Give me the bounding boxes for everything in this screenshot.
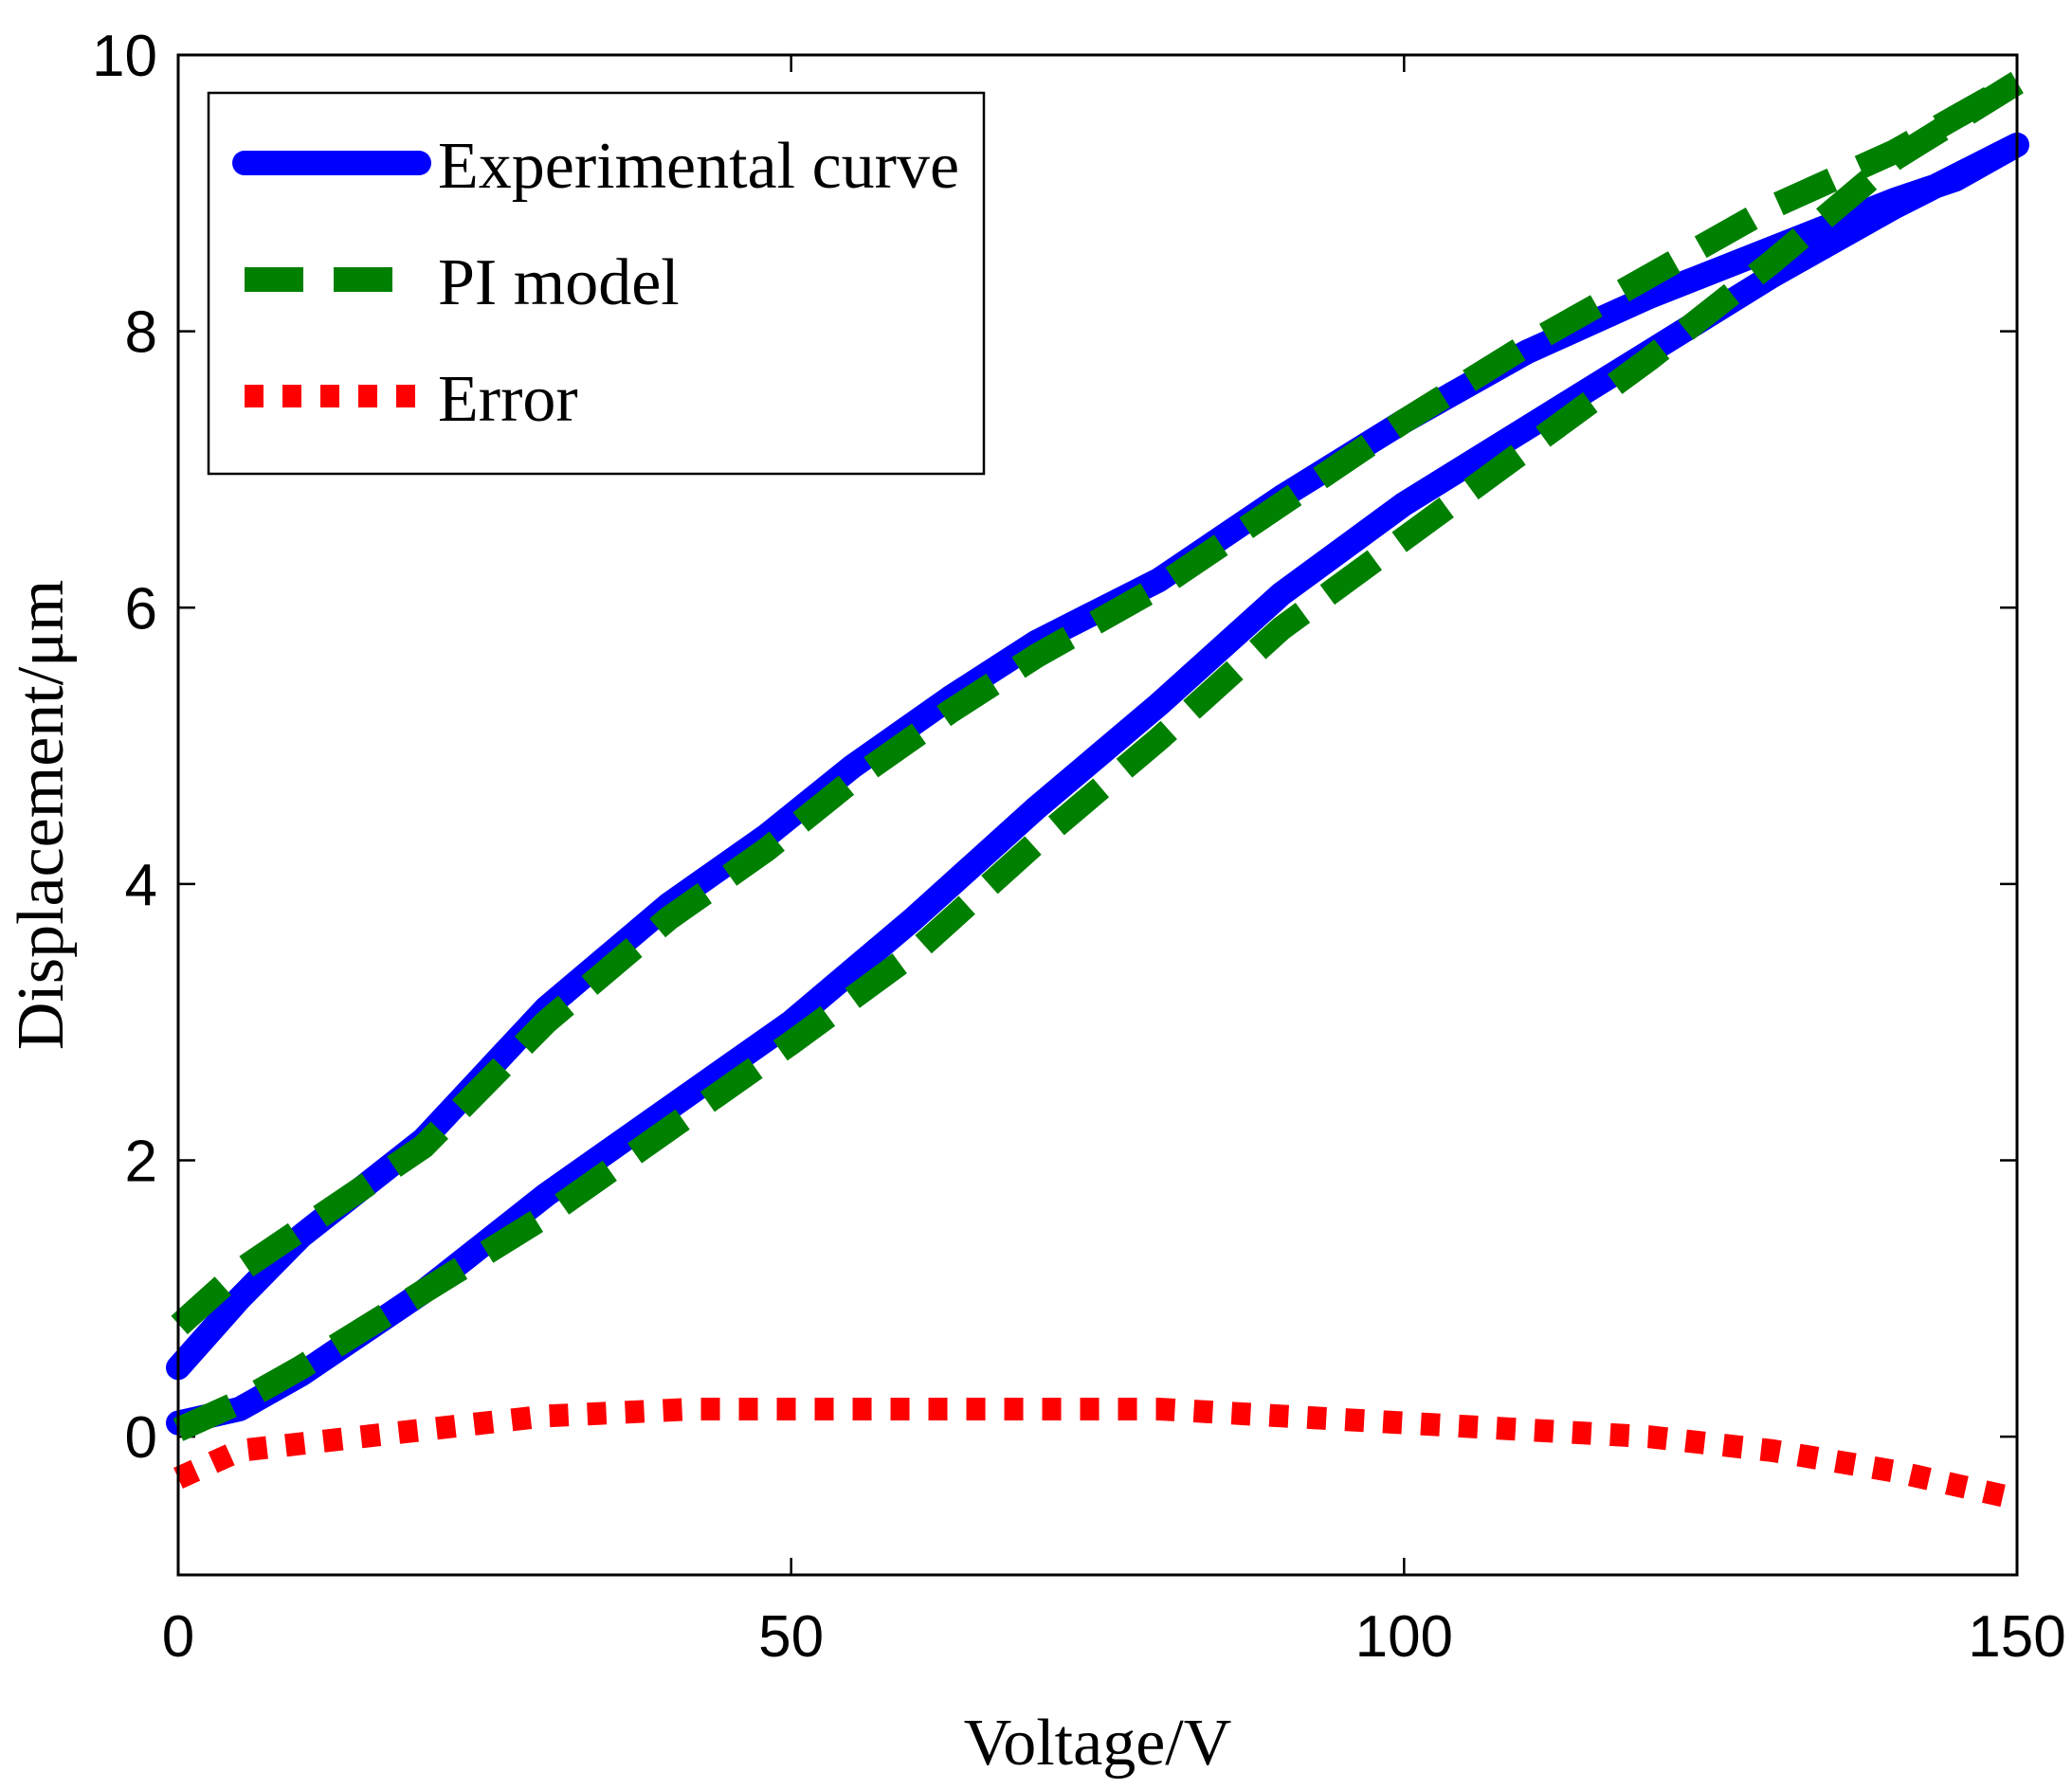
x-tick-label: 0 [162,1604,194,1670]
series-line-error [173,1398,2020,1510]
y-tick-label: 2 [125,1130,157,1195]
plot-area [166,71,2029,1510]
y-tick-label: 4 [125,853,157,918]
legend-label-error: Error [438,363,578,436]
x-tick-label: 50 [758,1604,824,1670]
legend-label-pi-model: PI model [438,246,680,319]
x-tick-label: 100 [1355,1604,1453,1670]
x-axis-ticks: 0 50 100 150 [162,55,2066,1670]
x-axis-title: Voltage/V [964,1707,1232,1780]
y-axis-ticks: 0 2 4 6 8 10 [92,24,2017,1471]
axes-box [176,53,2019,1577]
series-line-pi-model [170,71,2024,1441]
y-tick-label: 0 [125,1405,157,1471]
y-tick-label: 8 [125,300,157,366]
y-axis-title: Displacement/μm [5,580,78,1050]
x-tick-label: 150 [1968,1604,2065,1670]
legend-label-experimental-curve: Experimental curve [438,130,959,203]
y-tick-label: 6 [125,576,157,642]
legend: Experimental curve PI model Error [207,91,986,476]
y-tick-label: 10 [92,24,157,89]
